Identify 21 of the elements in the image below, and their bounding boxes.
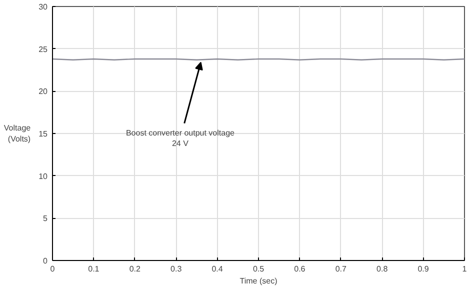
- x-axis-title: Time (sec): [240, 276, 278, 286]
- y-axis-title: Voltage (Volts): [4, 124, 32, 144]
- annotation: Boost converter output voltage 24 V: [126, 128, 236, 148]
- x-tick-label: 0.8: [376, 264, 388, 274]
- x-tick-label: 1: [462, 264, 468, 274]
- y-tick-label: 30: [38, 2, 48, 12]
- y-tick-label: 0: [43, 256, 48, 266]
- x-tick-label: 0.7: [335, 264, 348, 274]
- y-tick-label: 25: [38, 44, 48, 54]
- x-tick-label: 0: [50, 264, 56, 274]
- x-tick-label: 0.2: [129, 264, 142, 274]
- x-tick-label: 0.6: [294, 264, 306, 274]
- y-tick-label: 5: [43, 214, 48, 224]
- y-tick-label: 20: [38, 87, 48, 96]
- x-tick-label: 0.5: [252, 264, 265, 274]
- x-tick-label: 0.3: [170, 264, 182, 274]
- x-tick-label: 0.1: [88, 264, 100, 274]
- x-tick-label: 0.9: [418, 264, 430, 274]
- x-tick-label: 0.4: [212, 264, 224, 274]
- y-tick-label: 10: [38, 172, 48, 181]
- y-tick-label: 15: [38, 130, 48, 138]
